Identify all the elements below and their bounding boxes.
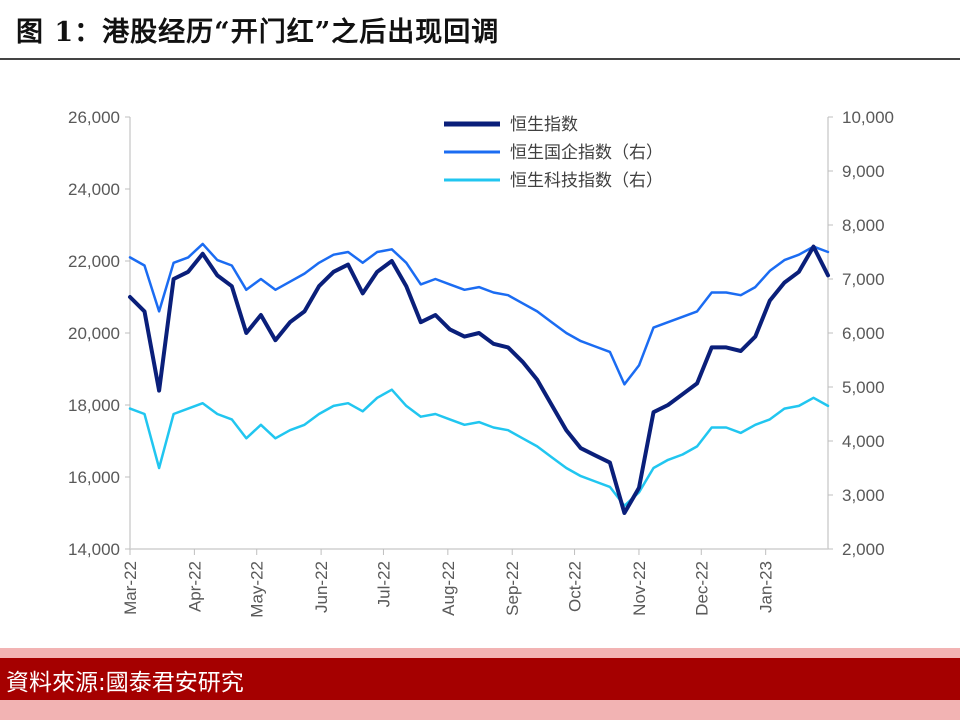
x-tick-label: Mar-22 xyxy=(121,561,140,615)
right-tick-label: 10,000 xyxy=(842,108,894,127)
x-tick-label: Sep-22 xyxy=(503,561,522,616)
left-tick-label: 20,000 xyxy=(68,324,120,343)
source-label: 資料來源:國泰君安研究 xyxy=(6,670,244,696)
series-line-0 xyxy=(128,244,830,515)
x-tick-label: Apr-22 xyxy=(185,561,204,612)
x-tick-label: Jun-22 xyxy=(312,561,331,613)
line-chart: 14,000 16,000 18,000 20,000 22,000 24,000 26,0… xyxy=(68,108,894,618)
right-tick-label: 6,000 xyxy=(842,324,885,343)
x-tick-label: Jul-22 xyxy=(374,561,393,607)
left-tick-label: 26,000 xyxy=(68,108,120,127)
right-tick-label: 2,000 xyxy=(842,540,885,559)
right-tick-label: 5,000 xyxy=(842,378,885,397)
left-tick-label: 16,000 xyxy=(68,468,120,487)
series-line-2 xyxy=(128,388,830,508)
source-bar: 資料來源:國泰君安研究 xyxy=(0,658,960,700)
source-band-top xyxy=(0,648,960,658)
left-tick-label: 18,000 xyxy=(68,396,120,415)
left-tick-label: 24,000 xyxy=(68,180,120,199)
chart-axes: 14,000 16,000 18,000 20,000 22,000 24,000 26,0… xyxy=(68,108,894,618)
right-tick-label: 9,000 xyxy=(842,162,885,181)
legend-label-2: 恒生科技指数（右） xyxy=(510,171,663,191)
legend-label-0: 恒生指数 xyxy=(510,115,578,135)
series-line-1 xyxy=(128,242,830,386)
chart-title: 图 1：港股经历“开门红”之后出现回调 xyxy=(16,17,500,48)
right-tick-label: 8,000 xyxy=(842,216,885,235)
x-tick-label: Nov-22 xyxy=(630,561,649,616)
chart-series xyxy=(128,242,830,515)
title-divider xyxy=(0,58,960,60)
left-tick-label: 22,000 xyxy=(68,252,120,271)
x-tick-label: Oct-22 xyxy=(566,561,585,612)
right-tick-label: 3,000 xyxy=(842,486,885,505)
x-tick-label: Dec-22 xyxy=(692,561,711,616)
x-tick-label: May-22 xyxy=(248,561,267,618)
source-band-bottom xyxy=(0,700,960,720)
right-tick-label: 7,000 xyxy=(842,270,885,289)
x-tick-label: Aug-22 xyxy=(439,561,458,616)
right-tick-label: 4,000 xyxy=(842,432,885,451)
x-tick-label: Jan-23 xyxy=(757,561,776,613)
left-tick-label: 14,000 xyxy=(68,540,120,559)
legend-label-1: 恒生国企指数（右） xyxy=(510,143,663,163)
